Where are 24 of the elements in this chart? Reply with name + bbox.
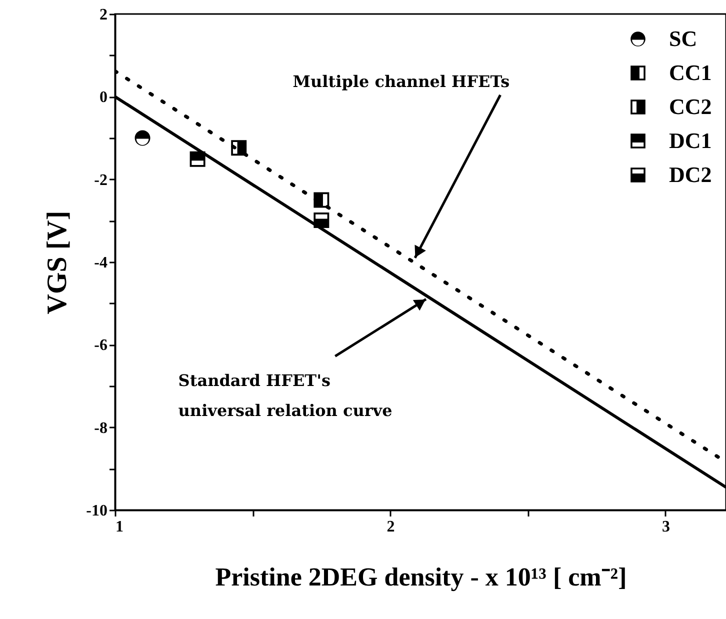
- y-tick-label: 2: [100, 6, 108, 24]
- legend-label: SC: [669, 26, 698, 51]
- y-tick-label: -2: [94, 172, 108, 189]
- point: [231, 140, 247, 156]
- point: [190, 151, 206, 167]
- legend-label: DC1: [669, 128, 712, 153]
- y-tick-label: -8: [94, 420, 108, 437]
- y-axis-title: VGS [V]: [42, 210, 74, 314]
- point: [314, 212, 330, 228]
- annotation: Standard HFET's universal relation curve: [178, 371, 392, 420]
- y-tick-label: 0: [100, 89, 108, 106]
- x-tick-label: 2: [386, 518, 395, 536]
- x-axis-title: Pristine 2DEG density - x 10¹³ [ cm⁻²]: [215, 562, 627, 592]
- legend-label: CC2: [669, 94, 712, 119]
- legend-label: DC2: [669, 162, 712, 187]
- y-tick-label: -4: [94, 254, 108, 272]
- point: [134, 130, 150, 146]
- x-tick-label: 3: [662, 518, 670, 536]
- legend-label: CC1: [669, 60, 712, 85]
- x-tick-label: 1: [116, 518, 124, 536]
- annotation: Multiple channel HFETs: [292, 72, 510, 92]
- point: [314, 192, 330, 208]
- y-tick-label: -10: [86, 502, 108, 520]
- y-tick-label: -6: [94, 337, 108, 354]
